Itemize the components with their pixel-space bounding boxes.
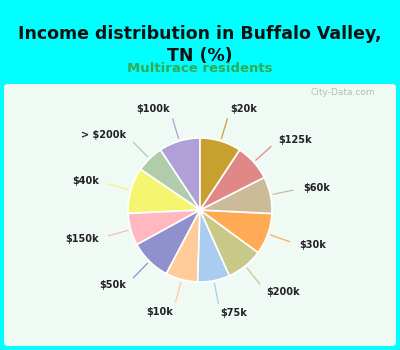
Wedge shape	[128, 169, 200, 214]
Text: Multirace residents: Multirace residents	[127, 62, 273, 75]
Wedge shape	[166, 210, 200, 282]
Wedge shape	[128, 210, 200, 245]
Text: $50k: $50k	[99, 280, 126, 290]
Text: $125k: $125k	[278, 135, 312, 145]
Wedge shape	[140, 150, 200, 210]
Text: $100k: $100k	[136, 104, 170, 114]
Text: $60k: $60k	[303, 183, 330, 193]
Text: $20k: $20k	[230, 104, 257, 114]
Wedge shape	[200, 138, 240, 210]
Text: $40k: $40k	[72, 176, 99, 187]
Text: $30k: $30k	[299, 240, 326, 250]
Text: $10k: $10k	[146, 307, 173, 317]
Wedge shape	[198, 210, 230, 282]
Wedge shape	[200, 210, 272, 252]
Wedge shape	[137, 210, 200, 274]
Text: Income distribution in Buffalo Valley,
TN (%): Income distribution in Buffalo Valley, T…	[18, 25, 382, 65]
Text: > $200k: > $200k	[81, 130, 126, 140]
Wedge shape	[200, 177, 272, 213]
Text: $150k: $150k	[65, 233, 99, 244]
Text: $75k: $75k	[220, 308, 247, 318]
Wedge shape	[160, 138, 200, 210]
Text: $200k: $200k	[266, 287, 300, 297]
FancyBboxPatch shape	[4, 84, 396, 346]
Text: City-Data.com: City-Data.com	[310, 88, 375, 97]
Wedge shape	[200, 210, 258, 276]
Wedge shape	[200, 150, 264, 210]
